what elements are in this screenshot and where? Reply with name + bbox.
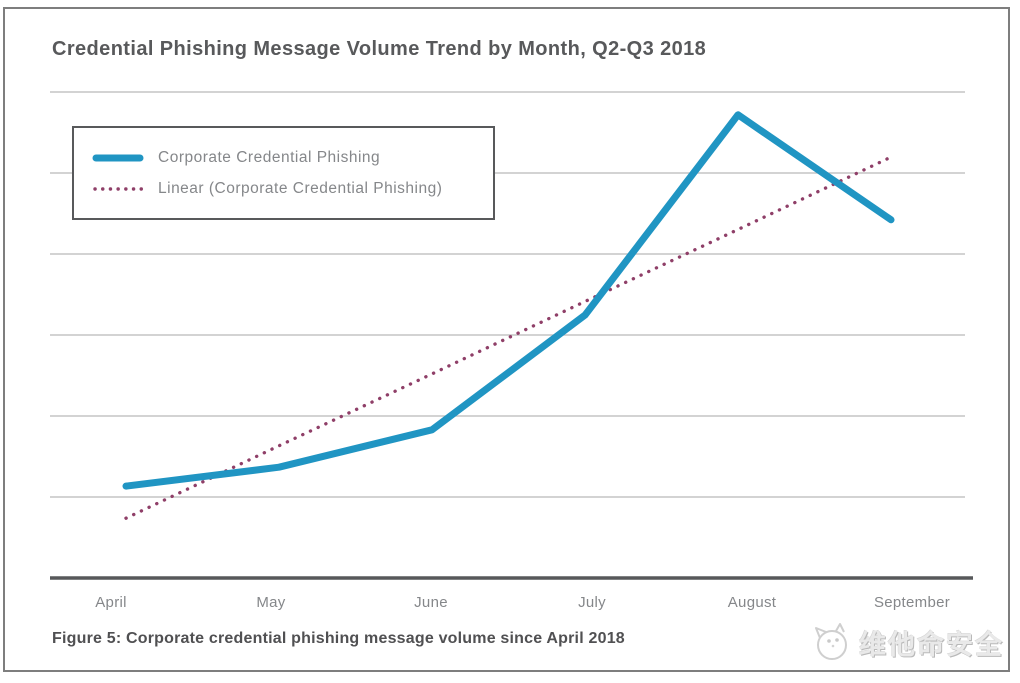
solid-line-swatch-icon [92, 154, 144, 161]
x-tick-april: April [95, 594, 127, 611]
cat-face-icon [815, 623, 847, 660]
horizontal-gridlines [50, 91, 965, 498]
legend-label: Linear (Corporate Credential Phishing) [158, 179, 443, 197]
chart-legend: Corporate Credential Phishing Linear (Co… [72, 126, 495, 220]
legend-item-solid: Corporate Credential Phishing [92, 149, 493, 167]
x-tick-july: July [578, 594, 606, 611]
x-tick-august: August [727, 594, 777, 611]
legend-item-dotted: Linear (Corporate Credential Phishing) [92, 180, 493, 198]
chart-title: Credential Phishing Message Volume Trend… [52, 38, 707, 60]
x-tick-june: June [414, 594, 448, 611]
watermark-text: 维他命安全 [859, 629, 1004, 660]
watermark: 维他命安全 [806, 620, 1004, 664]
phishing-line [122, 111, 895, 490]
trend-line [124, 155, 893, 520]
legend-label: Corporate Credential Phishing [158, 148, 381, 166]
x-tick-september: September [873, 594, 951, 611]
dotted-line-swatch-icon [93, 186, 144, 191]
figure-caption: Figure 5: Corporate credential phishing … [52, 630, 625, 647]
x-tick-may: May [256, 594, 286, 611]
